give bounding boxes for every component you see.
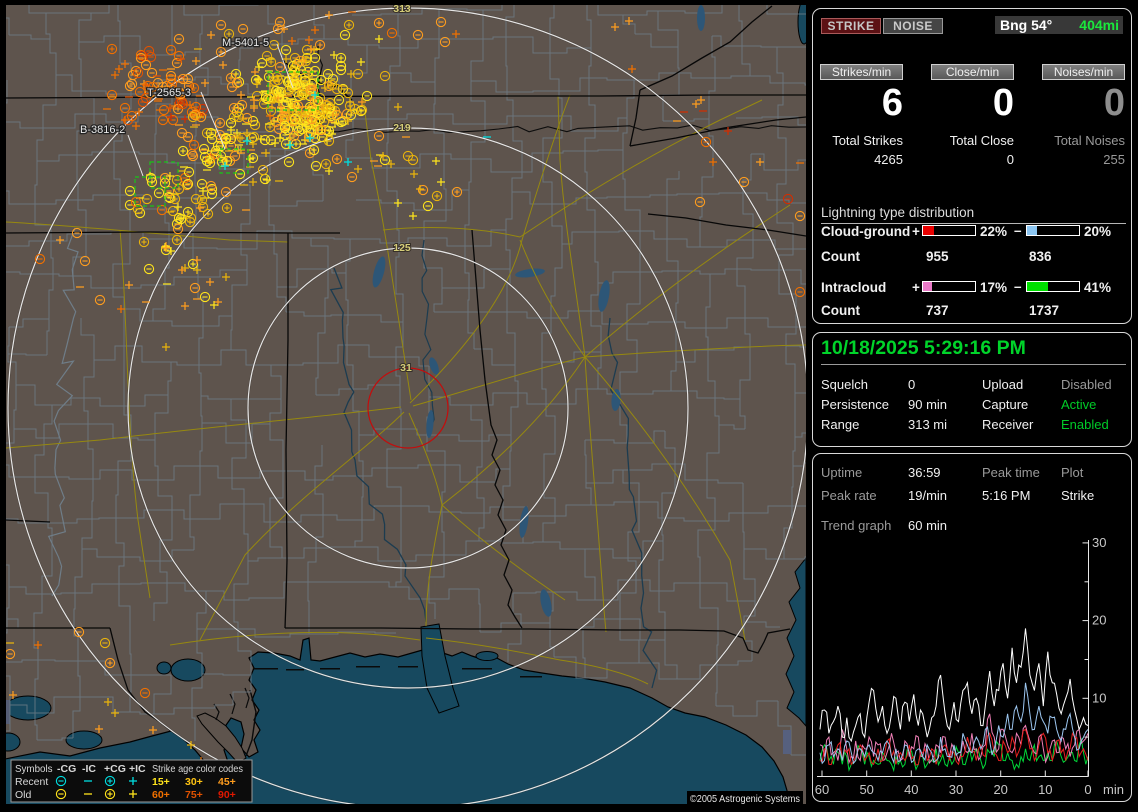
svg-text:Recent: Recent bbox=[15, 776, 48, 788]
svg-text:20: 20 bbox=[993, 782, 1007, 797]
svg-text:Old: Old bbox=[15, 789, 32, 801]
svg-text:50: 50 bbox=[859, 782, 873, 797]
svg-text:min: min bbox=[1103, 782, 1124, 797]
svg-text:-CG: -CG bbox=[57, 763, 76, 775]
svg-text:T-2565-3: T-2565-3 bbox=[147, 87, 191, 99]
svg-text:90+: 90+ bbox=[218, 789, 236, 801]
svg-text:60: 60 bbox=[815, 782, 829, 797]
svg-text:20: 20 bbox=[1092, 613, 1106, 628]
svg-text:219: 219 bbox=[393, 122, 411, 134]
svg-text:+IC: +IC bbox=[129, 763, 146, 775]
svg-text:31: 31 bbox=[400, 362, 412, 374]
svg-text:Strike age color codes: Strike age color codes bbox=[152, 763, 243, 775]
svg-text:125: 125 bbox=[393, 242, 411, 254]
svg-text:0: 0 bbox=[1084, 782, 1091, 797]
svg-text:40: 40 bbox=[904, 782, 918, 797]
svg-text:B-3816-2: B-3816-2 bbox=[80, 124, 125, 136]
svg-text:313: 313 bbox=[393, 5, 411, 15]
svg-text:60+: 60+ bbox=[152, 789, 170, 801]
svg-text:Symbols: Symbols bbox=[15, 764, 53, 775]
svg-text:30: 30 bbox=[1092, 536, 1106, 550]
svg-text:-IC: -IC bbox=[82, 763, 96, 775]
svg-text:45+: 45+ bbox=[218, 776, 236, 788]
svg-text:15+: 15+ bbox=[152, 776, 170, 788]
svg-text:30+: 30+ bbox=[185, 776, 203, 788]
svg-text:10: 10 bbox=[1038, 782, 1052, 797]
svg-text:30: 30 bbox=[949, 782, 963, 797]
svg-text:+CG: +CG bbox=[104, 763, 126, 775]
svg-text:75+: 75+ bbox=[185, 789, 203, 801]
svg-text:10: 10 bbox=[1092, 690, 1106, 705]
svg-text:M-5401-5: M-5401-5 bbox=[222, 37, 269, 49]
svg-text:©2005 Astrogenic Systems: ©2005 Astrogenic Systems bbox=[690, 793, 800, 804]
